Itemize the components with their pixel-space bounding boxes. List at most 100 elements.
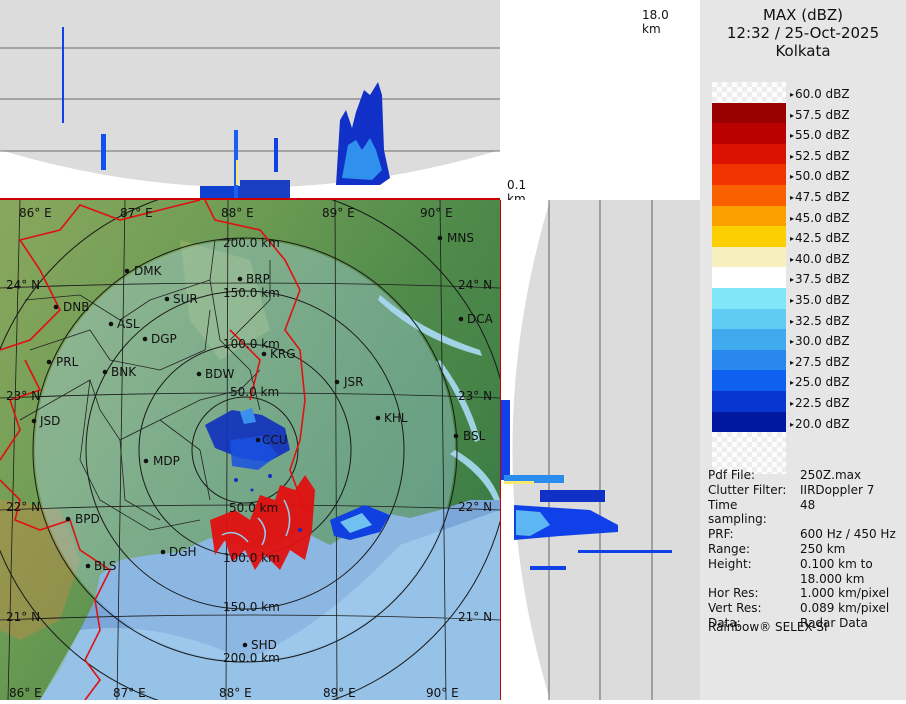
scan-info: Pdf File: 250Z.max Clutter Filter: IIRDopp… (708, 468, 904, 631)
svg-text:SUR: SUR (173, 292, 198, 306)
svg-text:CCU: CCU (262, 433, 288, 447)
city-ccu[interactable]: CCU (255, 433, 288, 447)
svg-text:23° N: 23° N (6, 389, 40, 403)
legend-swatch (712, 164, 786, 185)
radar-map[interactable]: DMK BRP MNS DNB SUR ASL DGP DCA KRG PRL … (0, 200, 500, 700)
max-height-label: 18.0 km (642, 8, 669, 36)
range-label-south-200: 200.0 km (223, 651, 280, 665)
legend-row: 30.0 dBZ (712, 329, 902, 350)
legend-label: 22.5 dBZ (790, 396, 850, 410)
longitude-labels-bottom: 86° E 87° E 88° E 89° E 90° E (9, 686, 459, 700)
scan-datetime: 12:32 / 25-Oct-2025 (726, 24, 880, 42)
legend-swatch (712, 411, 786, 433)
city-bpd[interactable]: BPD (65, 512, 100, 526)
legend-swatch (712, 391, 786, 412)
legend-label: 45.0 dBZ (790, 211, 850, 225)
city-jsd[interactable]: JSD (31, 414, 61, 428)
city-jsr[interactable]: JSR (334, 375, 364, 389)
svg-text:DCA: DCA (467, 312, 494, 326)
legend-label: 25.0 dBZ (790, 375, 850, 389)
city-dnb[interactable]: DNB (53, 300, 90, 314)
svg-text:DMK: DMK (134, 264, 163, 278)
legend-swatch (712, 246, 786, 268)
legend-row: 22.5 dBZ (712, 391, 902, 412)
echo-column (62, 27, 64, 123)
info-row: Clutter Filter: IIRDoppler 7 (708, 482, 875, 497)
product-title: MAX (dBZ) (762, 6, 844, 24)
svg-text:KRG: KRG (270, 347, 296, 361)
svg-text:24° N: 24° N (6, 278, 40, 292)
city-shd[interactable]: SHD (242, 638, 277, 652)
legend-row: 32.5 dBZ (712, 308, 902, 330)
legend-swatch (712, 143, 786, 165)
svg-text:ASL: ASL (117, 317, 140, 331)
legend-label: 35.0 dBZ (790, 293, 850, 307)
legend-transparent-block (712, 432, 902, 475)
legend-swatch (712, 432, 786, 475)
city-dca[interactable]: DCA (458, 312, 494, 326)
legend-label: 40.0 dBZ (790, 252, 850, 266)
svg-text:90° E: 90° E (426, 686, 459, 700)
legend-swatch (712, 185, 786, 206)
city-brp[interactable]: BRP (237, 272, 270, 286)
latitude-labels-right: 24° N 23° N 22° N 21° N (458, 278, 492, 624)
svg-text:DGP: DGP (151, 332, 177, 346)
city-bsl[interactable]: BSL (453, 429, 486, 443)
range-label-south-150: 150.0 km (223, 600, 280, 614)
svg-text:21° N: 21° N (6, 610, 40, 624)
latitude-labels-left: 24° N 23° N 22° N 21° N (6, 278, 40, 624)
city-asl[interactable]: ASL (108, 317, 140, 331)
range-label-south-50: 50.0 km (229, 501, 278, 515)
info-row: Hor Res: 1.000 km/pixel (708, 586, 890, 601)
svg-text:SHD: SHD (251, 638, 277, 652)
city-bdw[interactable]: BDW (196, 367, 235, 381)
legend-swatch (712, 123, 786, 144)
legend-panel: MAX (dBZ) 12:32 / 25-Oct-2025 Kolkata 60… (700, 0, 906, 700)
city-prl[interactable]: PRL (46, 355, 79, 369)
svg-text:21° N: 21° N (458, 610, 492, 624)
city-dgh[interactable]: DGH (160, 545, 197, 559)
city-sur[interactable]: SUR (164, 292, 198, 306)
svg-text:DGH: DGH (169, 545, 197, 559)
city-khl[interactable]: KHL (375, 411, 408, 425)
legend-row: 35.0 dBZ (712, 288, 902, 309)
longitude-labels-top: 86° E 87° E 88° E 89° E 90° E (19, 206, 453, 220)
city-krg[interactable]: KRG (261, 347, 296, 361)
echo-row (504, 481, 534, 484)
info-row: Pdf File: 250Z.max (708, 468, 862, 482)
city-bnk[interactable]: BNK (102, 365, 138, 379)
city-dmk[interactable]: DMK (124, 264, 163, 278)
legend-swatch (712, 82, 786, 103)
legend-label: 55.0 dBZ (790, 128, 850, 142)
range-ring-labels: 50.0 km 100.0 km 150.0 km 200.0 km 50.0 … (223, 236, 280, 665)
city-mns[interactable]: MNS (437, 231, 474, 245)
legend-swatch (712, 102, 786, 124)
svg-text:BLS: BLS (94, 559, 117, 573)
echo-column (236, 160, 238, 185)
range-label-north-100: 100.0 km (223, 337, 280, 351)
echo-column (342, 138, 382, 180)
echo-row (530, 566, 566, 570)
legend-label: 57.5 dBZ (790, 108, 850, 122)
radar-site: Kolkata (775, 42, 831, 60)
legend-row: 25.0 dBZ (712, 370, 902, 391)
city-bls[interactable]: BLS (85, 559, 117, 573)
svg-text:22° N: 22° N (6, 500, 40, 514)
svg-text:90° E: 90° E (420, 206, 453, 220)
svg-text:89° E: 89° E (322, 206, 355, 220)
info-row: Range: 250 km (708, 541, 846, 556)
legend-label: 32.5 dBZ (790, 314, 850, 328)
range-label-north-200: 200.0 km (223, 236, 280, 250)
legend-row: 55.0 dBZ (712, 123, 902, 144)
city-mdp[interactable]: MDP (143, 454, 180, 468)
city-dgp[interactable]: DGP (142, 332, 177, 346)
echo-row (516, 510, 550, 536)
river-lines (378, 295, 500, 500)
svg-text:JSR: JSR (343, 375, 364, 389)
svg-text:89° E: 89° E (323, 686, 356, 700)
echo-row (500, 400, 510, 480)
info-row: Vert Res: 0.089 km/pixel (708, 601, 890, 616)
svg-text:87° E: 87° E (120, 206, 153, 220)
svg-text:KHL: KHL (384, 411, 408, 425)
echo-row (540, 490, 605, 502)
